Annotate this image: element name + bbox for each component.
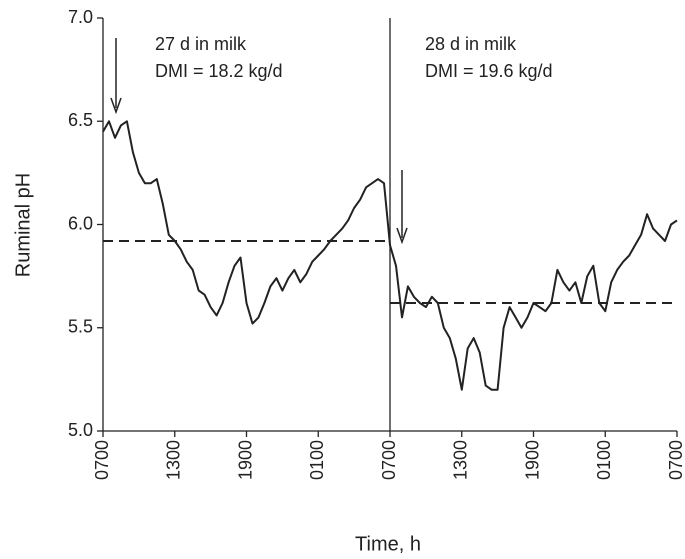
y-tick-label: 5.0 (68, 420, 93, 440)
x-tick-label: 1300 (451, 440, 471, 480)
y-tick-label: 6.5 (68, 110, 93, 130)
x-tick-label: 0100 (307, 440, 327, 480)
y-axis-title: Ruminal pH (12, 173, 34, 277)
y-tick-label: 7.0 (68, 7, 93, 27)
y-tick-label: 6.0 (68, 213, 93, 233)
x-axis-title: Time, h (355, 533, 421, 555)
annotation: DMI = 19.6 kg/d (425, 61, 553, 81)
ph-line (102, 120, 678, 391)
x-tick-label: 0700 (379, 440, 399, 480)
x-tick-label: 1900 (522, 440, 542, 480)
annotation: 27 d in milk (155, 34, 247, 54)
x-tick-label: 0700 (666, 440, 685, 480)
arrow (110, 38, 122, 115)
annotation: DMI = 18.2 kg/d (155, 61, 283, 81)
y-tick-label: 5.5 (68, 317, 93, 337)
x-tick-label: 0100 (594, 440, 614, 480)
annotation: 28 d in milk (425, 34, 517, 54)
x-tick-label: 1300 (164, 440, 184, 480)
x-tick-label: 1900 (235, 440, 255, 480)
arrow (396, 170, 408, 245)
x-tick-label: 0700 (92, 440, 112, 480)
